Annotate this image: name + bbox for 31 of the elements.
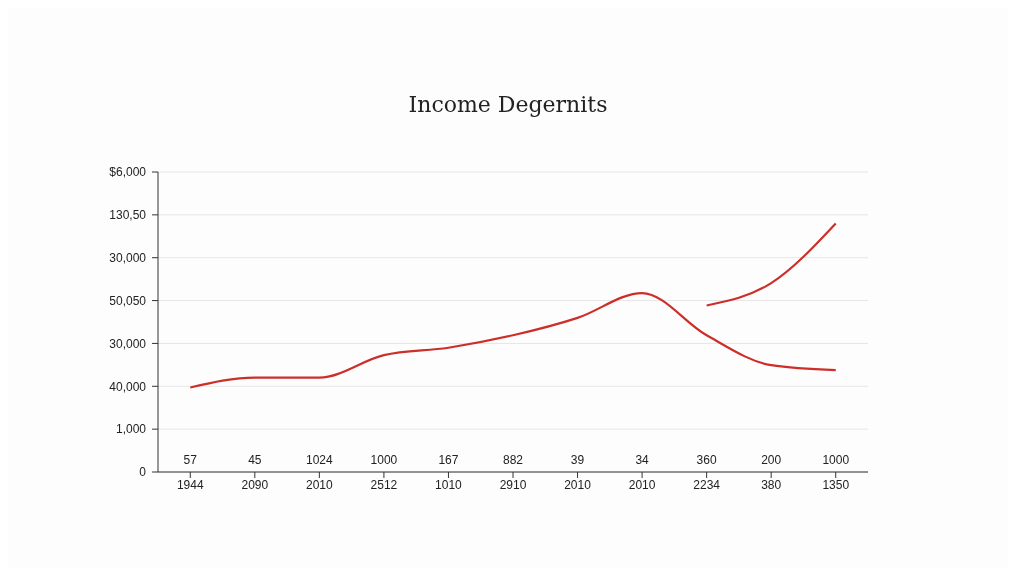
x-tick-label: 2010 (306, 477, 334, 492)
annotation: 360 (696, 453, 717, 467)
annotation: 57 (183, 453, 198, 467)
annotation: 39 (570, 453, 585, 467)
text: 30,000 (109, 336, 147, 351)
annotation: 1024 (306, 453, 334, 467)
x-tick-label: 2910 (499, 477, 527, 492)
text: 1,000 (115, 422, 147, 437)
annotation: 882 (502, 453, 524, 467)
annotation: 200 (761, 453, 782, 467)
x-tick-label: 2010 (628, 477, 656, 492)
text: 0 (139, 465, 147, 480)
x-tick-label: 2512 (370, 477, 398, 492)
chart-title: Income Degernits (407, 91, 609, 119)
text: 30,000 (109, 250, 147, 265)
annotation: 1000 (822, 453, 850, 467)
x-tick-label: 380 (761, 477, 782, 492)
x-tick-label: 2090 (241, 477, 269, 492)
text: 40,000 (109, 379, 147, 394)
text: $6,000 (109, 165, 147, 180)
annotation: 167 (438, 453, 459, 467)
x-tick-label: 1944 (176, 477, 204, 492)
annotation: 1000 (370, 453, 398, 467)
x-tick-label: 2234 (693, 477, 721, 492)
text: 50,050 (109, 293, 147, 308)
annotation: 45 (248, 453, 262, 467)
x-tick-label: 2010 (564, 477, 592, 492)
annotation: 34 (635, 453, 650, 467)
text: 130,50 (109, 208, 147, 223)
x-tick-label: 1350 (822, 477, 850, 492)
x-tick-label: 1010 (435, 477, 463, 492)
